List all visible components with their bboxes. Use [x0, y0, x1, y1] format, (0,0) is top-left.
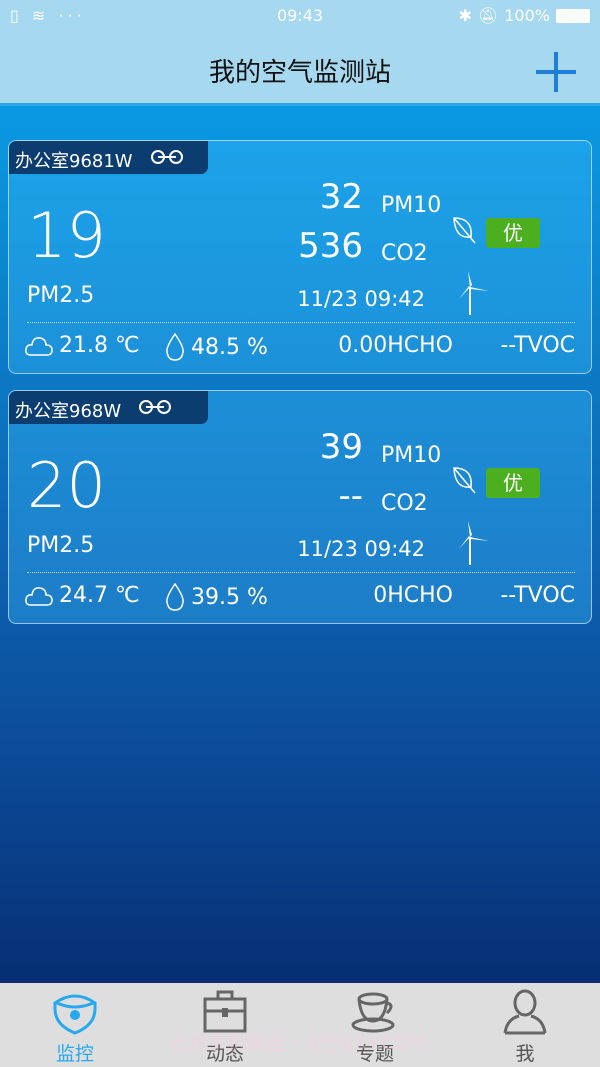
tab-bar: 监控 动态 专题 我 [0, 983, 600, 1067]
cloud-icon [25, 586, 53, 606]
tab-label: 动态 [205, 1043, 244, 1065]
humidity-value: 39.5 % [191, 584, 268, 610]
briefcase-icon [203, 990, 247, 1033]
camera-eye-icon [53, 994, 97, 1035]
tab-topics[interactable]: 专题 [300, 983, 450, 1067]
tab-label: 我 [515, 1043, 535, 1065]
link-icon[interactable] [137, 397, 173, 417]
co2-value: 536 [298, 226, 363, 266]
tab-label: 监控 [55, 1043, 94, 1065]
quality-badge: 优 [486, 468, 540, 498]
water-drop-icon [166, 583, 184, 611]
pm10-label: PM10 [381, 193, 442, 218]
divider [27, 572, 575, 573]
tab-label: 专题 [355, 1043, 394, 1065]
divider [27, 322, 575, 323]
leaf-icon [453, 217, 476, 244]
station-name-tag: 办公室968W [9, 391, 208, 424]
wind-turbine-icon [459, 271, 489, 315]
station-name: 办公室968W [15, 401, 122, 422]
water-drop-icon [166, 333, 184, 361]
tab-news[interactable]: 动态 [150, 983, 300, 1067]
link-icon[interactable] [149, 147, 185, 167]
humidity-value: 48.5 % [191, 334, 268, 360]
update-time: 11/23 09:42 [297, 537, 425, 561]
bluetooth-icon: ✱ [458, 6, 472, 25]
status-right: ✱ 🔕︎ 100% [459, 6, 590, 25]
add-station-button[interactable] [536, 52, 576, 92]
pm10-label: PM10 [381, 443, 442, 468]
quality-badge: 优 [486, 218, 540, 248]
page-title: 我的空气监测站 [208, 58, 391, 88]
temperature-value: 21.8 ℃ [59, 333, 140, 358]
pm10-value: 32 [319, 177, 363, 217]
temperature: 24.7 ℃ [25, 583, 140, 608]
tvoc-value: --TVOC [500, 583, 575, 608]
pm25-value: 19 [27, 199, 106, 272]
header: 我的空气监测站 [0, 32, 600, 106]
co2-value: -- [338, 476, 363, 516]
humidity: 48.5 % [165, 333, 268, 361]
user-icon [503, 989, 547, 1035]
station-card[interactable]: 办公室9681W 19 PM2.5 32 PM10 536 CO2 优 11/2… [8, 140, 592, 374]
pm25-label: PM2.5 [27, 533, 95, 558]
temperature: 21.8 ℃ [25, 333, 140, 358]
tab-me[interactable]: 我 [450, 983, 600, 1067]
mute-icon: 🔕︎ [477, 6, 499, 25]
pm25-value: 20 [27, 449, 106, 522]
cloud-icon [25, 336, 53, 356]
station-name: 办公室9681W [15, 151, 133, 172]
more-dots: ··· [58, 6, 86, 25]
cup-icon [351, 992, 395, 1033]
leaf-icon [453, 467, 476, 494]
hcho-value: 0HCHO [373, 583, 453, 608]
hcho-value: 0.00HCHO [338, 333, 453, 358]
tab-monitor[interactable]: 监控 [0, 983, 150, 1067]
pm10-value: 39 [319, 427, 363, 467]
station-name-tag: 办公室9681W [9, 141, 208, 174]
update-time: 11/23 09:42 [297, 287, 425, 311]
status-left-icons: ▯ ≋ ··· [10, 6, 86, 25]
battery-icon [556, 8, 590, 23]
station-card[interactable]: 办公室968W 20 PM2.5 39 PM10 -- CO2 优 11/23 … [8, 390, 592, 624]
battery-text: 100% [504, 6, 550, 25]
co2-label: CO2 [381, 491, 428, 516]
humidity: 39.5 % [165, 583, 268, 611]
wind-turbine-icon [459, 521, 489, 565]
co2-label: CO2 [381, 241, 428, 266]
temperature-value: 24.7 ℃ [59, 583, 140, 608]
status-bar: ▯ ≋ ··· 09:43 ✱ 🔕︎ 100% [0, 0, 600, 32]
pm25-label: PM2.5 [27, 283, 95, 308]
status-time: 09:43 [276, 6, 324, 25]
tvoc-value: --TVOC [500, 333, 575, 358]
